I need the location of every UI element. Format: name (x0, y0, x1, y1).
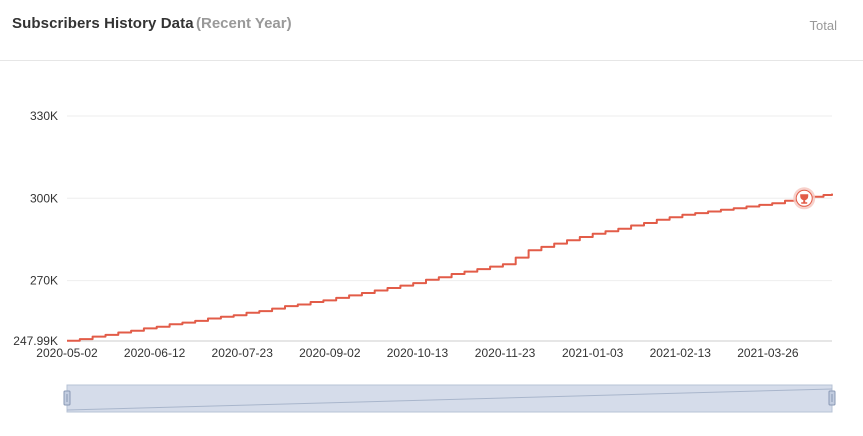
x-tick-label-3: 2020-09-02 (299, 346, 361, 360)
y-tick-label-1: 270K (30, 274, 58, 288)
y-tick-label-2: 300K (30, 191, 58, 205)
x-tick-label-0: 2020-05-02 (36, 346, 98, 360)
subscribers-series-line (67, 193, 833, 342)
x-tick-label-5: 2020-11-23 (475, 346, 536, 360)
x-tick-label-2: 2020-07-23 (212, 346, 274, 360)
panel-header: Subscribers History Data (Recent Year) T… (0, 0, 863, 61)
x-tick-label-4: 2020-10-13 (387, 346, 449, 360)
total-toggle[interactable]: Total (809, 18, 837, 33)
x-tick-label-7: 2021-02-13 (650, 346, 712, 360)
zoom-slider-preview-line (66, 388, 833, 411)
x-tick-label-8: 2021-03-26 (737, 346, 799, 360)
x-tick-label-1: 2020-06-12 (124, 346, 186, 360)
zoom-slider-track[interactable] (66, 384, 833, 413)
trophy-icon (800, 194, 809, 204)
x-tick-label-6: 2021-01-03 (562, 346, 624, 360)
y-tick-label-3: 330K (30, 109, 58, 123)
chart-subtitle: (Recent Year) (196, 15, 292, 32)
chart-title: Subscribers History Data (12, 15, 194, 32)
y-tick-label-0: 247.99K (13, 334, 58, 348)
